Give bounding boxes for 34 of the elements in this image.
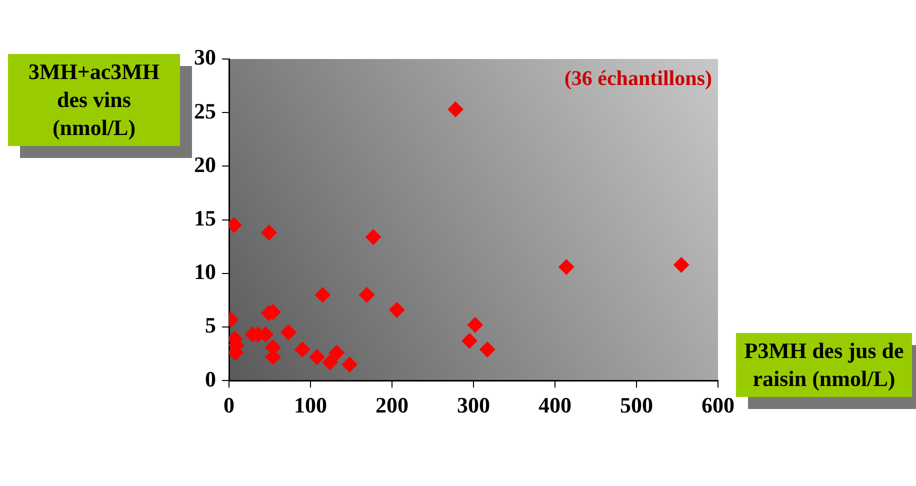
point (322, 354, 338, 370)
point (358, 286, 375, 303)
y-tick-label: 20 (194, 152, 216, 177)
y-axis-title: 3MH+ac3MH des vins (nmol/L) (8, 54, 180, 146)
point (558, 258, 574, 275)
y-tick-label: 0 (205, 366, 216, 392)
point (461, 332, 478, 349)
point (479, 342, 496, 358)
point (342, 356, 358, 373)
annotation: (36 échantillons) (564, 66, 712, 90)
x-tick-label: 600 (702, 392, 734, 418)
point (314, 286, 331, 303)
point (328, 344, 345, 361)
point (673, 256, 690, 273)
x-tick-label: 100 (294, 392, 327, 418)
y-tick-label: 5 (205, 312, 216, 338)
x-tick-label: 300 (457, 392, 490, 418)
point (467, 316, 484, 333)
point (280, 324, 296, 340)
point (260, 224, 277, 241)
y-tick-label: 10 (194, 259, 216, 284)
x-tick-label: 400 (538, 392, 572, 418)
x-tick-label: 200 (376, 392, 408, 418)
x-tick-label: 500 (620, 392, 653, 418)
y-tick-label: 30 (194, 44, 216, 70)
y-tick-label: 25 (194, 98, 216, 124)
point (388, 302, 405, 318)
y-tick-label: 15 (194, 205, 216, 230)
point (448, 101, 464, 118)
point (365, 228, 382, 245)
point (309, 349, 326, 366)
x-axis-title: P3MH des jus de raisin (nmol/L) (736, 333, 912, 397)
point (294, 342, 310, 358)
x-tick-label: 0 (224, 392, 234, 418)
